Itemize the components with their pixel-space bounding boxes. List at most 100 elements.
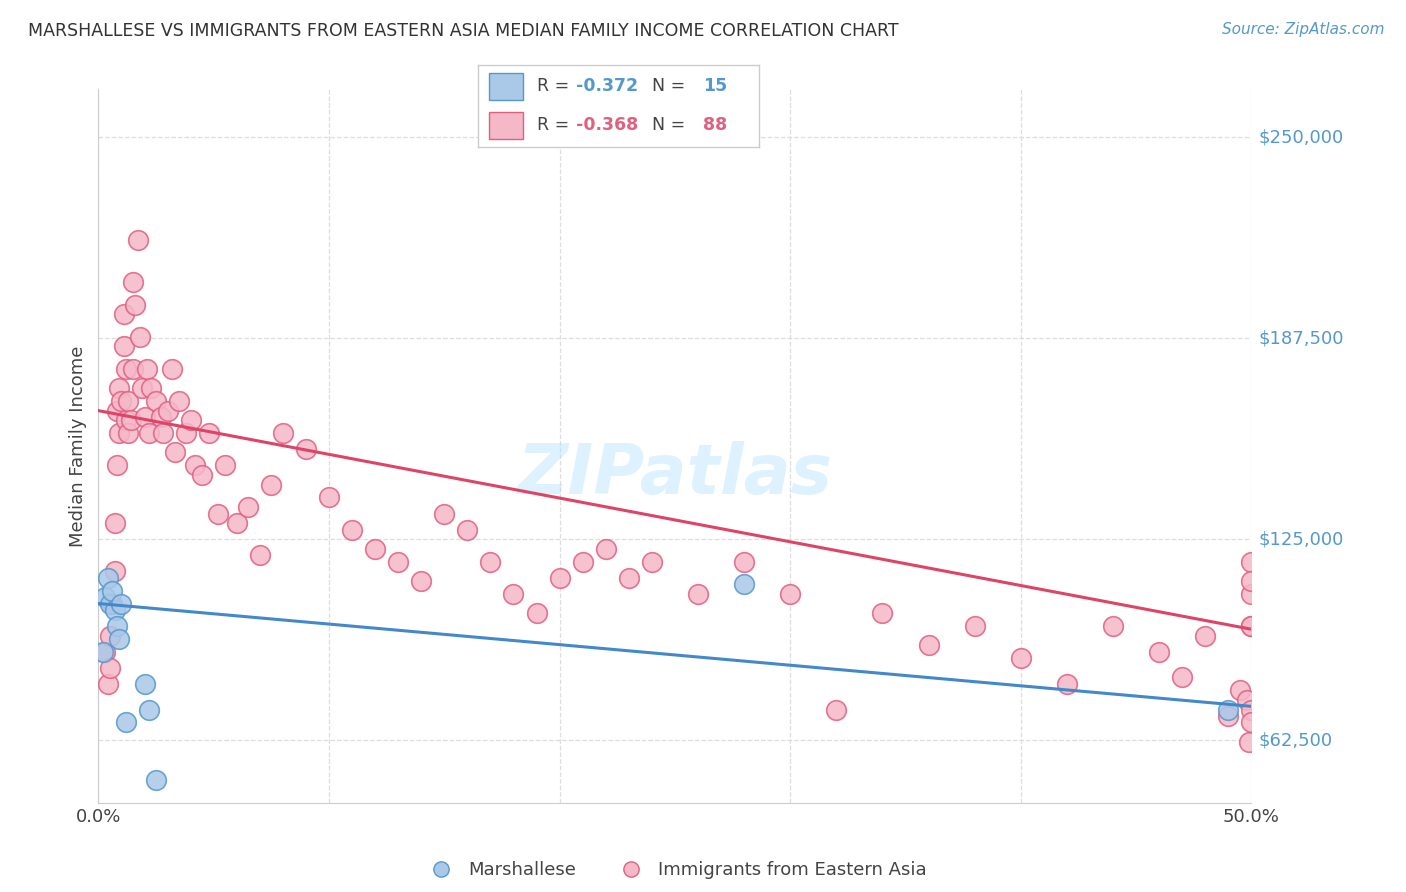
Text: ZIPat​las: ZIPat​las [517, 441, 832, 508]
Legend: Marshallese, Immigrants from Eastern Asia: Marshallese, Immigrants from Eastern Asi… [416, 855, 934, 887]
Point [112, 339, 135, 353]
Point [135, 362, 157, 376]
Point [595, 541, 617, 556]
Point [433, 507, 456, 521]
Point [134, 677, 156, 691]
Point [112, 307, 135, 321]
Point [167, 394, 190, 409]
Point [733, 555, 755, 569]
Point [149, 410, 172, 425]
Point [91, 645, 114, 659]
Point [260, 477, 283, 491]
Point [1240, 619, 1263, 633]
Point [364, 541, 387, 556]
Text: N =: N = [652, 77, 692, 95]
Point [191, 467, 214, 482]
Point [141, 381, 163, 395]
Point [97, 571, 120, 585]
Point [110, 597, 132, 611]
Bar [489, 112, 523, 139]
Point [249, 549, 271, 563]
Text: $125,000: $125,000 [1258, 530, 1344, 549]
Point [502, 587, 524, 601]
Point [120, 413, 142, 427]
Point [156, 403, 179, 417]
Text: N =: N = [652, 117, 692, 135]
Point [152, 426, 174, 441]
Point [98, 597, 121, 611]
Point [318, 491, 340, 505]
Point [271, 426, 294, 441]
Point [963, 619, 986, 633]
Point [1240, 702, 1263, 716]
Point [101, 597, 124, 611]
Point [779, 587, 801, 601]
Point [295, 442, 318, 457]
Point [238, 500, 260, 514]
Point [105, 403, 128, 417]
Point [1236, 693, 1258, 707]
Point [548, 571, 571, 585]
Bar [489, 72, 523, 100]
Point [127, 233, 149, 247]
Point [1237, 735, 1260, 749]
Text: $62,500: $62,500 [1258, 731, 1333, 749]
Point [917, 638, 939, 652]
Point [122, 275, 145, 289]
Point [872, 606, 894, 620]
Point [1240, 574, 1263, 588]
Point [733, 577, 755, 591]
Point [198, 426, 221, 441]
Text: 15: 15 [703, 77, 727, 95]
Text: 88: 88 [703, 117, 727, 135]
Point [1171, 670, 1194, 684]
Point [617, 571, 640, 585]
Point [1240, 587, 1263, 601]
Point [456, 523, 478, 537]
Point [94, 590, 117, 604]
Point [115, 715, 138, 730]
Point [115, 362, 138, 376]
Point [1147, 645, 1170, 659]
Point [479, 555, 502, 569]
Point [94, 645, 117, 659]
Point [108, 632, 131, 646]
Point [1218, 702, 1240, 716]
Point [103, 565, 125, 579]
Point [129, 329, 152, 343]
Point [101, 583, 124, 598]
Point [134, 410, 156, 425]
Point [225, 516, 247, 530]
Text: $187,500: $187,500 [1258, 329, 1344, 347]
Text: R =: R = [537, 117, 575, 135]
Point [138, 426, 160, 441]
Point [180, 413, 202, 427]
Point [526, 606, 548, 620]
Point [97, 677, 120, 691]
Point [145, 394, 167, 409]
Point [117, 394, 139, 409]
Point [131, 381, 153, 395]
Point [174, 426, 197, 441]
Point [686, 587, 709, 601]
Point [411, 574, 433, 588]
Point [117, 426, 139, 441]
Point [825, 702, 848, 716]
Point [340, 523, 363, 537]
Point [105, 619, 128, 633]
Text: MARSHALLESE VS IMMIGRANTS FROM EASTERN ASIA MEDIAN FAMILY INCOME CORRELATION CHA: MARSHALLESE VS IMMIGRANTS FROM EASTERN A… [28, 22, 898, 40]
Point [122, 362, 145, 376]
Point [1056, 677, 1078, 691]
Point [214, 458, 236, 473]
Point [1010, 651, 1032, 665]
Point [387, 555, 409, 569]
Point [571, 555, 593, 569]
Point [103, 603, 125, 617]
Point [160, 362, 183, 376]
Point [1218, 709, 1240, 723]
Point [1240, 715, 1263, 730]
Point [641, 555, 664, 569]
Point [115, 413, 138, 427]
Point [108, 426, 131, 441]
Point [184, 458, 207, 473]
